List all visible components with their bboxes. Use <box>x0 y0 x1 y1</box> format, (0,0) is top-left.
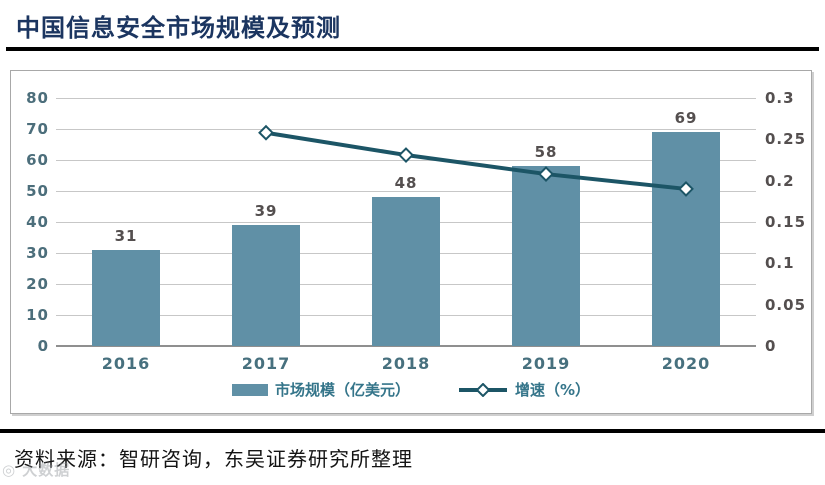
legend-label-market-size: 市场规模（亿美元） <box>274 381 410 399</box>
bar-2017 <box>232 225 300 346</box>
source-note: 资料来源：智研咨询，东吴证券研究所整理 <box>14 449 413 471</box>
right-axis-tick: 0.2 <box>765 171 795 190</box>
chart-frame: 0 10 20 30 40 50 60 70 80 0 0.05 0.1 0.15 0.2 0.25 0.3 3… <box>10 70 812 414</box>
chart-legend: 市场规模（亿美元） 增速（%） <box>11 379 811 400</box>
right-axis-tick: 0.1 <box>765 254 795 273</box>
gridline <box>56 129 756 130</box>
line-diamond-swatch-icon <box>458 382 507 397</box>
left-axis-tick: 80 <box>26 89 49 107</box>
legend-label-growth: 增速（%） <box>514 381 591 399</box>
right-axis-tick: 0.05 <box>765 295 807 314</box>
x-axis-tick: 2019 <box>521 354 571 373</box>
left-axis-tick: 60 <box>26 151 49 169</box>
left-axis-tick: 40 <box>26 213 49 231</box>
footer-separator <box>0 429 825 433</box>
diamond-marker <box>258 124 274 141</box>
gridline <box>56 191 756 192</box>
title-underline <box>6 47 819 51</box>
bar-value-label: 69 <box>674 109 698 128</box>
bar-2016 <box>92 249 160 346</box>
x-axis-tick: 2020 <box>661 354 711 373</box>
legend-item-market-size: 市场规模（亿美元） <box>231 379 410 400</box>
bar-value-label: 58 <box>534 143 558 162</box>
gridline <box>56 98 756 99</box>
legend-item-growth: 增速（%） <box>458 379 590 400</box>
left-axis-tick: 20 <box>26 275 49 293</box>
watermark: ◎ 大数据 <box>2 461 71 479</box>
left-axis-tick: 70 <box>26 120 49 138</box>
page-title: 中国信息安全市场规模及预测 <box>16 16 341 42</box>
chart-plot: 0 10 20 30 40 50 60 70 80 0 0.05 0.1 0.15 0.2 0.25 0.3 3… <box>11 71 811 413</box>
x-axis-line <box>56 345 756 347</box>
right-axis-tick: 0.3 <box>765 89 795 107</box>
diamond-marker <box>538 166 554 182</box>
bar-value-label: 31 <box>114 226 138 245</box>
x-axis-tick: 2016 <box>101 354 151 373</box>
right-axis-tick: 0.25 <box>765 130 807 149</box>
right-axis-tick: 0.15 <box>765 213 807 231</box>
x-axis-tick: 2017 <box>241 354 291 373</box>
left-axis-tick: 0 <box>37 337 49 355</box>
left-axis-tick: 10 <box>26 306 49 324</box>
x-axis-tick: 2018 <box>381 354 431 373</box>
bar-2019 <box>512 166 580 346</box>
bar-value-label: 39 <box>254 202 278 221</box>
diamond-marker <box>678 181 694 197</box>
bar-swatch-icon <box>231 383 268 396</box>
bar-2020 <box>652 132 720 346</box>
diamond-marker <box>398 147 414 163</box>
growth-line-layer <box>258 124 694 197</box>
bar-2018 <box>372 197 440 346</box>
growth-line <box>265 130 687 191</box>
left-axis-tick: 50 <box>26 182 49 200</box>
right-axis-tick: 0 <box>765 337 777 355</box>
bar-value-label: 48 <box>394 174 418 193</box>
left-axis-tick: 30 <box>26 244 49 262</box>
